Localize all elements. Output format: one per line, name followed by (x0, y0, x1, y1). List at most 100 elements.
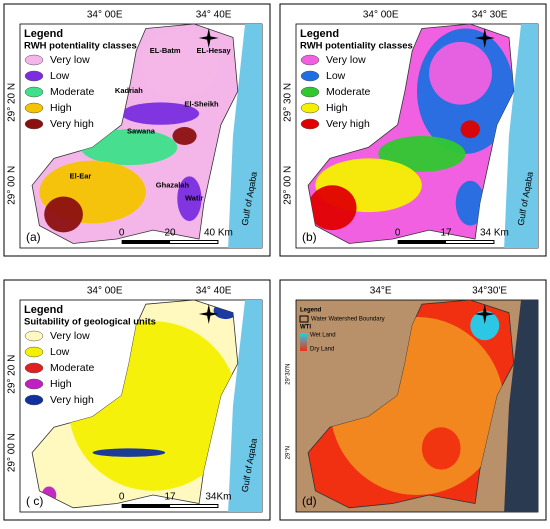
legend-title: Legend (24, 28, 63, 40)
class-zone (80, 129, 178, 166)
class-zone (429, 41, 493, 105)
panel-label: (b) (302, 230, 317, 244)
class-zone (460, 120, 480, 139)
legend-swatch (24, 118, 44, 130)
left-tick-label: 29°30'N (286, 364, 292, 385)
legend-item: Moderate (50, 86, 95, 98)
north-arrow (198, 28, 219, 48)
legend-item: Very high (50, 118, 94, 130)
left-tick-label: 29° 20 N (7, 83, 18, 122)
class-zones (308, 28, 514, 231)
place-name: EL-Hesay (197, 46, 232, 55)
legend-swatch (24, 86, 44, 98)
legend-title: Legend (300, 28, 339, 40)
legend-item: Very high (326, 118, 370, 130)
legend-swatch (300, 70, 320, 82)
legend-item: Very high (50, 394, 94, 406)
legend-item: High (50, 102, 72, 114)
map-panel: 34° 00E 34° 40E 29° 20 N 29° 00 N LegendRWH … (3, 3, 271, 257)
class-zone (308, 185, 357, 231)
north-arrow (474, 28, 495, 48)
left-tick-label: 29° 00 N (283, 166, 294, 205)
top-tick-label: 34° 40E (196, 10, 232, 21)
north-arrow (474, 304, 495, 324)
legend-item: High (326, 102, 348, 114)
scale-label: 20 (164, 228, 176, 239)
legend-title: Legend (300, 308, 322, 314)
scale-label: 34 Km (480, 228, 509, 239)
legend-item: Low (50, 70, 70, 82)
class-zone (141, 30, 219, 98)
place-name: El-Ear (70, 171, 92, 180)
legend-subtitle: RWH potentiality classes (300, 41, 413, 52)
legend-swatch (24, 54, 44, 66)
class-zone (378, 136, 466, 172)
legend-item: Very low (50, 54, 90, 66)
panel-label: (d) (302, 494, 317, 508)
scale-label: 0 (119, 228, 125, 239)
boundary-icon (299, 315, 309, 323)
panel-label: ( c) (26, 494, 43, 508)
top-tick-label: 34° 00E (363, 10, 399, 21)
class-zones (39, 30, 219, 233)
sea (228, 24, 262, 248)
legend-swatch (300, 54, 320, 66)
place-name: Ghazalah (156, 180, 190, 189)
class-zone (172, 127, 197, 145)
legend-item: Dry Land (310, 347, 334, 353)
left-tick-label: 29° 30 N (283, 83, 294, 122)
scale-label: 0 (119, 492, 125, 503)
left-tick-label: 29° 00 N (7, 166, 18, 205)
legend-item: Moderate (326, 86, 371, 98)
top-tick-label: 34°30'E (472, 286, 507, 297)
class-zone (455, 180, 485, 226)
scale-bar-half (170, 241, 218, 243)
class-zone (121, 102, 200, 125)
scale-label: 34Km (205, 492, 231, 503)
boundary-label: Water Watershed Boundary (311, 317, 385, 323)
legend-swatch (24, 70, 44, 82)
legend-swatch (24, 362, 44, 374)
legend-swatch (24, 378, 44, 390)
legend-swatch (300, 102, 320, 114)
place-name: Watir (185, 194, 204, 203)
legend-item: Moderate (50, 362, 95, 374)
scale-label: 17 (164, 492, 176, 503)
sea (228, 300, 262, 512)
legend-item: Very low (50, 330, 90, 342)
legend-item: Low (326, 70, 346, 82)
legend-swatch (300, 86, 320, 98)
left-tick-label: 29° 00 N (7, 433, 18, 472)
class-zone (470, 310, 500, 341)
top-tick-label: 34° 00E (87, 286, 123, 297)
left-tick-label: 29° 20 N (7, 355, 18, 394)
legend-swatch (24, 346, 44, 358)
top-tick-label: 34° 40E (196, 286, 232, 297)
scale-bar-half (170, 505, 218, 507)
north-arrow (198, 304, 219, 324)
place-name: Kadriah (115, 86, 143, 95)
place-name: Sawana (127, 127, 156, 136)
legend-item: Very low (326, 54, 366, 66)
legend-swatch (24, 394, 44, 406)
legend-item: Low (50, 346, 70, 358)
legend-swatch (24, 330, 44, 342)
left-tick-label: 29°N (286, 446, 292, 459)
top-tick-label: 34°E (370, 286, 392, 297)
top-tick-label: 34° 00E (87, 10, 123, 21)
class-zone (177, 176, 202, 222)
map-panel: 34° 00E 34° 30E 29° 30 N 29° 00 N LegendRWH … (279, 3, 547, 257)
map-panel: 34° 00E 34° 40E 29° 20 N 29° 00 N LegendSuit… (3, 279, 271, 521)
place-name: EL-Batm (150, 46, 181, 55)
scale-label: 0 (395, 228, 401, 239)
class-zone (44, 196, 83, 233)
scale-bar-half (446, 241, 494, 243)
legend-swatch (24, 102, 44, 114)
map-panel: 34°E 34°30'E 29°30'N 29°N Legend Water Waters… (279, 279, 547, 521)
class-zone (421, 427, 461, 470)
panel-label: (a) (26, 230, 41, 244)
legend-subtitle: WTI (300, 325, 311, 331)
scale-label: 17 (440, 228, 452, 239)
top-tick-label: 34° 30E (472, 10, 508, 21)
